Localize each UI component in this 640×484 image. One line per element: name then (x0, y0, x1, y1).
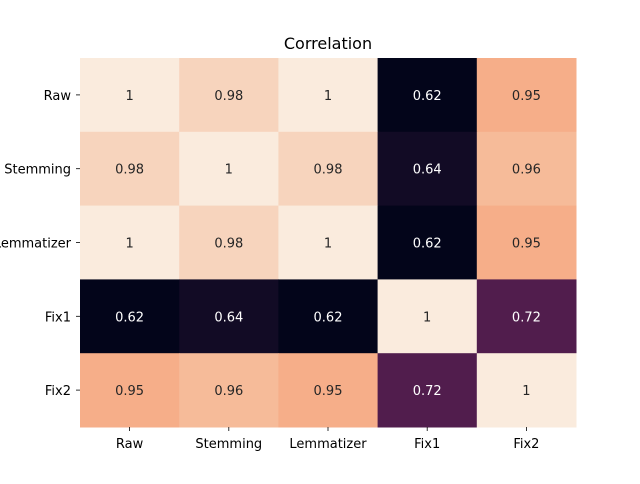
heatmap-cell-3-0 (80, 279, 180, 354)
cell-value-label: 0.62 (413, 89, 442, 104)
cell-value-label: 0.96 (214, 384, 243, 399)
heatmap-cell-4-4 (476, 353, 577, 428)
heatmap-cell-4-2 (278, 353, 379, 428)
heatmap-cell-2-3 (377, 205, 478, 280)
heatmap-cell-4-0 (80, 353, 180, 428)
cell-value-label: 0.62 (413, 237, 442, 252)
cell-value-label: 0.72 (512, 310, 541, 325)
heatmap-cell-3-3 (377, 279, 478, 354)
y-tick-label: Fix1 (45, 310, 71, 325)
x-tick-label: Fix1 (414, 437, 440, 452)
heatmap-cell-1-4 (476, 131, 577, 207)
x-tick-label: Lemmatizer (289, 437, 367, 452)
heatmap-cells: 1 0.98 1 0.62 0.95 0.98 1 0.98 0.64 0.96 1 0.98 1 0.6… (80, 58, 577, 428)
cell-value-label: 0.95 (512, 237, 541, 252)
heatmap-cell-0-3 (377, 58, 478, 133)
cell-value-label: 0.98 (214, 237, 243, 252)
x-tick-label: Raw (116, 437, 144, 452)
cell-value-label: 0.95 (115, 384, 144, 399)
heatmap-cell-0-4 (476, 58, 577, 133)
heatmap-cell-0-0 (80, 58, 180, 133)
heatmap-cell-2-0 (80, 205, 180, 280)
heatmap-cell-0-1 (179, 58, 279, 133)
x-axis: Raw Stemming Lemmatizer Fix1 Fix2 (116, 427, 539, 452)
cell-value-label: 0.62 (115, 310, 144, 325)
cell-value-label: 0.62 (314, 310, 343, 325)
x-tick-label: Fix2 (513, 437, 539, 452)
chart-title: Correlation (284, 34, 372, 53)
cell-value-label: 1 (324, 89, 332, 104)
x-tick-label: Stemming (195, 437, 262, 452)
heatmap-cell-3-2 (278, 279, 379, 354)
cell-value-label: 0.95 (512, 89, 541, 104)
heatmap-cell-2-4 (476, 205, 577, 280)
heatmap-cell-2-1 (179, 205, 279, 280)
heatmap-cell-3-4 (476, 279, 577, 354)
y-tick-label: Raw (44, 89, 72, 104)
cell-value-label: 0.98 (314, 163, 343, 178)
y-axis: Raw Stemming Lemmatizer Fix1 Fix2 (0, 89, 80, 399)
cell-value-label: 0.64 (413, 163, 442, 178)
cell-value-label: 1 (125, 237, 133, 252)
heatmap-cell-4-1 (179, 353, 279, 428)
y-tick-label: Fix2 (45, 384, 71, 399)
cell-value-label: 0.98 (115, 163, 144, 178)
y-tick-label: Lemmatizer (0, 237, 72, 252)
y-tick-label: Stemming (4, 163, 71, 178)
heatmap-cell-4-3 (377, 353, 478, 428)
heatmap-cell-0-2 (278, 58, 379, 133)
heatmap-cell-1-1 (179, 131, 279, 207)
cell-value-label: 1 (324, 237, 332, 252)
cell-value-label: 1 (125, 89, 133, 104)
cell-value-label: 1 (225, 163, 233, 178)
cell-value-label: 1 (423, 310, 431, 325)
heatmap-cell-1-3 (377, 131, 478, 207)
cell-value-label: 0.98 (214, 89, 243, 104)
cell-value-label: 0.64 (214, 310, 243, 325)
heatmap-cell-1-0 (80, 131, 180, 207)
cell-value-label: 0.96 (512, 163, 541, 178)
heatmap-cell-3-1 (179, 279, 279, 354)
heatmap-cell-1-2 (278, 131, 379, 207)
cell-value-label: 0.95 (314, 384, 343, 399)
heatmap-cell-2-2 (278, 205, 379, 280)
cell-value-label: 1 (522, 384, 530, 399)
cell-value-label: 0.72 (413, 384, 442, 399)
